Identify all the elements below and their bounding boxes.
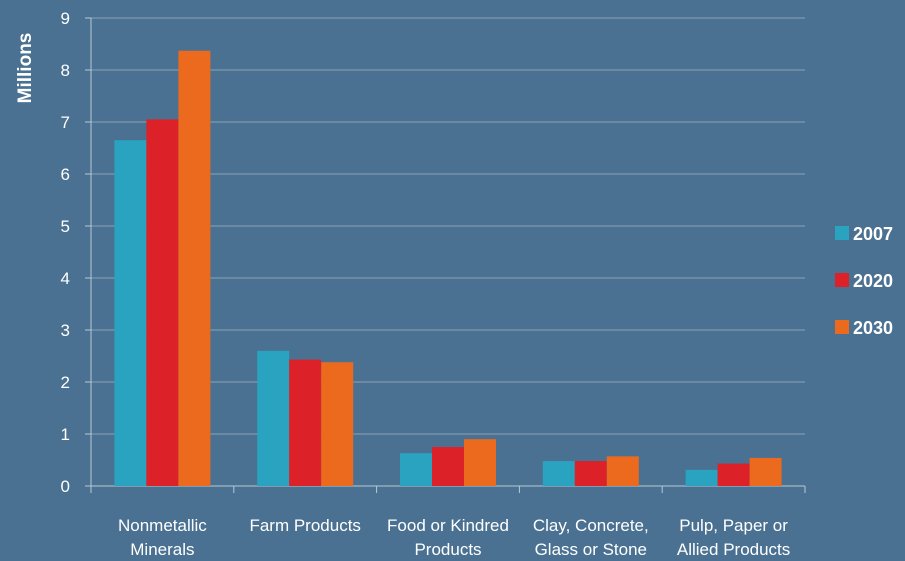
y-tick-label: 6: [61, 165, 70, 184]
legend-label: 2007: [853, 224, 893, 244]
x-category-label: Products: [414, 540, 481, 559]
bar-2020: [289, 359, 322, 486]
x-category-label: Glass or Stone: [535, 540, 647, 559]
bar-2030: [606, 456, 639, 486]
y-tick-label: 7: [61, 113, 70, 132]
bar-2007: [400, 453, 432, 486]
bar-2007: [685, 469, 718, 486]
bar-2030: [321, 362, 354, 486]
bar-2030: [178, 50, 211, 486]
bars: [114, 50, 782, 487]
legend-swatch-2030: [835, 320, 849, 334]
y-tick-label: 4: [61, 269, 70, 288]
x-category-label: Nonmetallic: [118, 516, 207, 535]
x-category-label: Pulp, Paper or: [679, 516, 788, 535]
bar-2020: [146, 119, 179, 487]
x-category-label: Farm Products: [249, 516, 360, 535]
bar-2007: [257, 350, 290, 486]
x-category-label: Allied Products: [677, 540, 790, 559]
bar-2020: [717, 463, 750, 486]
bar-2030: [464, 439, 496, 486]
legend-swatch-2020: [835, 273, 849, 287]
x-category-label: Minerals: [130, 540, 194, 559]
y-tick-label: 5: [61, 217, 70, 236]
y-tick-label: 9: [61, 9, 70, 28]
legend-label: 2020: [853, 271, 893, 291]
legend: 2007 2020 2030: [835, 224, 893, 338]
y-tick-label: 0: [61, 477, 70, 496]
x-category-label: Food or Kindred: [387, 516, 509, 535]
y-tick-label: 2: [61, 373, 70, 392]
x-category-label: Clay, Concrete,: [533, 516, 649, 535]
bar-2007: [542, 461, 575, 486]
labels: 0 1 2 3 4 5 6 7 8 9 Nonmetallic Minerals Farm Produc…: [61, 9, 791, 559]
legend-label: 2030: [853, 318, 893, 338]
y-tick-label: 8: [61, 61, 70, 80]
y-tick-label: 3: [61, 321, 70, 340]
bar-2030: [749, 457, 782, 486]
bar-2020: [432, 447, 464, 486]
bar-2007: [114, 140, 147, 486]
y-tick-label: 1: [61, 425, 70, 444]
bar-2020: [574, 461, 607, 486]
legend-swatch-2007: [835, 226, 849, 240]
y-axis-title: Millions: [15, 33, 36, 104]
